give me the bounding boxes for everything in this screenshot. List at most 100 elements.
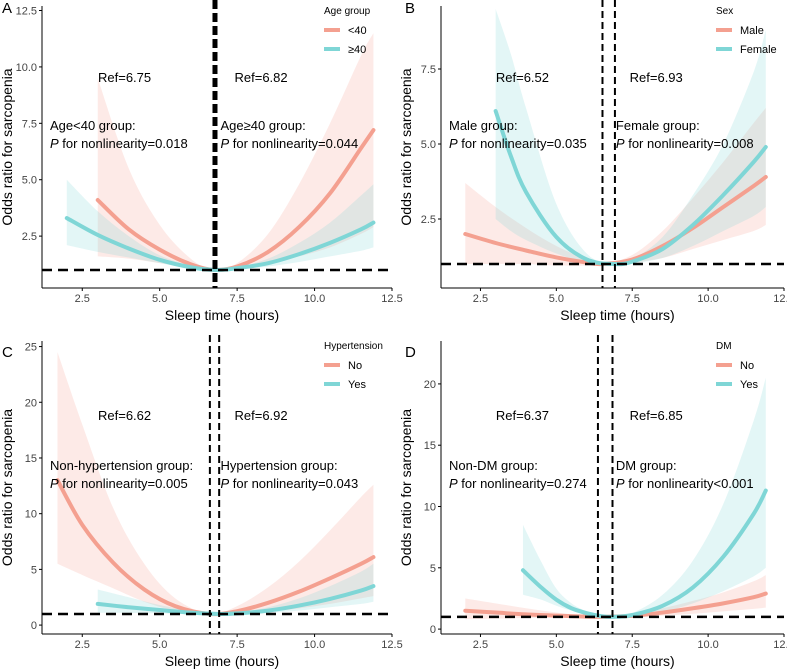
ref-label-left: Ref=6.37 — [496, 408, 549, 423]
y-tick-label: 10 — [25, 509, 37, 521]
legend-title: DM — [716, 341, 732, 352]
y-tick-label: 10.0 — [16, 62, 37, 74]
group-annotation: Non-hypertension group: — [50, 458, 193, 473]
panel-letter: C — [2, 344, 13, 361]
x-tick-label: 2.5 — [75, 639, 90, 651]
legend-label: Yes — [348, 379, 366, 391]
p-symbol: P — [449, 136, 458, 151]
legend-label: No — [348, 360, 362, 372]
ref-label-left: Ref=6.62 — [98, 408, 151, 423]
ref-label-right: Ref=6.92 — [235, 408, 288, 423]
x-axis-label: Sleep time (hours) — [165, 653, 279, 669]
ref-label-right: Ref=6.93 — [630, 70, 683, 85]
y-tick-label: 7.5 — [22, 118, 37, 130]
p-annotation: P for nonlinearity=0.274 — [449, 476, 587, 491]
panel-b: 2.5 5.0 7.5 10.0 12.5 2.5 5.0 7.5 Sleep time (ho… — [398, 0, 787, 323]
legend: Age group <40 ≥40 — [324, 6, 371, 56]
y-tick-label: 5.0 — [421, 139, 436, 151]
p-annotation: P for nonlinearity=0.005 — [50, 476, 188, 491]
legend-label: Female — [740, 44, 777, 56]
p-symbol: P — [50, 136, 59, 151]
ci-band-Yes — [522, 377, 766, 618]
group-annotation: Non-DM group: — [449, 458, 538, 473]
panel-letter: A — [2, 0, 12, 17]
legend-label: <40 — [348, 25, 367, 37]
p-text: for nonlinearity=0.035 — [458, 136, 587, 151]
p-annotation: P for nonlinearity=0.008 — [616, 136, 754, 151]
y-tick-label: 20 — [25, 397, 37, 409]
ci-band-Female — [495, 9, 766, 265]
group-annotation: Female group: — [616, 118, 700, 133]
legend-title: Sex — [716, 6, 733, 17]
x-tick-label: 2.5 — [473, 639, 488, 651]
x-tick-label: 12.5 — [381, 293, 402, 305]
y-tick-label: 5 — [31, 564, 37, 576]
y-tick-label: 15 — [25, 453, 37, 465]
x-tick-label: 7.5 — [625, 293, 640, 305]
p-symbol: P — [221, 136, 230, 151]
x-tick-label: 10.0 — [304, 293, 325, 305]
y-tick-label: 20 — [424, 379, 436, 391]
p-symbol: P — [449, 476, 458, 491]
ci-band-≥40 — [66, 179, 374, 270]
p-symbol: P — [50, 476, 59, 491]
x-tick-label: 7.5 — [229, 293, 244, 305]
y-tick-label: 0 — [430, 624, 436, 636]
p-text: for nonlinearity=0.274 — [458, 476, 587, 491]
x-axis-label: Sleep time (hours) — [560, 307, 674, 323]
x-axis-label: Sleep time (hours) — [165, 307, 279, 323]
x-tick-label: 5.0 — [549, 639, 564, 651]
ref-label-right: Ref=6.82 — [235, 70, 288, 85]
x-tick-label: 5.0 — [152, 639, 167, 651]
ci-band-No — [57, 352, 374, 615]
legend-title: Hypertension — [324, 341, 383, 352]
y-axis-label: Odds ratio for sarcopenia — [398, 68, 414, 225]
x-tick-label: 7.5 — [625, 639, 640, 651]
x-tick-label: 10.0 — [304, 639, 325, 651]
x-tick-label: 7.5 — [229, 639, 244, 651]
y-tick-label: 10 — [424, 502, 436, 514]
p-text: for nonlinearity=0.018 — [59, 136, 188, 151]
p-symbol: P — [616, 476, 625, 491]
panel-letter: D — [405, 344, 416, 361]
panel-letter: B — [405, 0, 415, 17]
x-tick-label: 12.5 — [773, 293, 787, 305]
panel-d: 2.5 5.0 7.5 10.0 12.5 0 5 10 15 20 Sleep time (hou… — [398, 335, 787, 669]
p-symbol: P — [616, 136, 625, 151]
p-text: for nonlinearity<0.001 — [625, 476, 754, 491]
p-text: for nonlinearity=0.044 — [229, 136, 358, 151]
group-annotation: Male group: — [449, 118, 518, 133]
x-tick-label: 5.0 — [152, 293, 167, 305]
x-tick-label: 12.5 — [773, 639, 787, 651]
y-tick-label: 2.5 — [421, 214, 436, 226]
p-annotation: P for nonlinearity=0.035 — [449, 136, 587, 151]
y-axis-label: Odds ratio for sarcopenia — [0, 409, 15, 566]
y-tick-label: 7.5 — [421, 64, 436, 76]
ref-label-right: Ref=6.85 — [630, 408, 683, 423]
ref-label-left: Ref=6.75 — [98, 70, 151, 85]
legend-title: Age group — [324, 6, 371, 17]
group-annotation: Age<40 group: — [50, 118, 136, 133]
group-annotation: DM group: — [616, 458, 677, 473]
group-annotation: Age≥40 group: — [221, 118, 306, 133]
legend-label: Male — [740, 25, 764, 37]
p-annotation: P for nonlinearity<0.001 — [616, 476, 754, 491]
legend: DM No Yes — [716, 341, 758, 391]
y-axis-label: Odds ratio for sarcopenia — [398, 409, 414, 566]
legend: Sex Male Female — [716, 6, 777, 56]
p-text: for nonlinearity=0.008 — [625, 136, 754, 151]
x-tick-label: 10.0 — [697, 293, 718, 305]
legend-label: Yes — [740, 379, 758, 391]
ci-band-<40 — [97, 33, 374, 271]
p-symbol: P — [221, 476, 230, 491]
group-annotation: Hypertension group: — [221, 458, 338, 473]
ci-band-Yes — [97, 563, 374, 615]
p-annotation: P for nonlinearity=0.044 — [221, 136, 359, 151]
legend-label: No — [740, 360, 754, 372]
x-axis-label: Sleep time (hours) — [560, 653, 674, 669]
x-tick-label: 2.5 — [75, 293, 90, 305]
panel-c: 2.5 5.0 7.5 10.0 12.5 0 5 10 15 20 25 Sleep time (h… — [0, 335, 403, 669]
y-tick-label: 12.5 — [16, 6, 37, 18]
y-tick-label: 5.0 — [22, 175, 37, 187]
